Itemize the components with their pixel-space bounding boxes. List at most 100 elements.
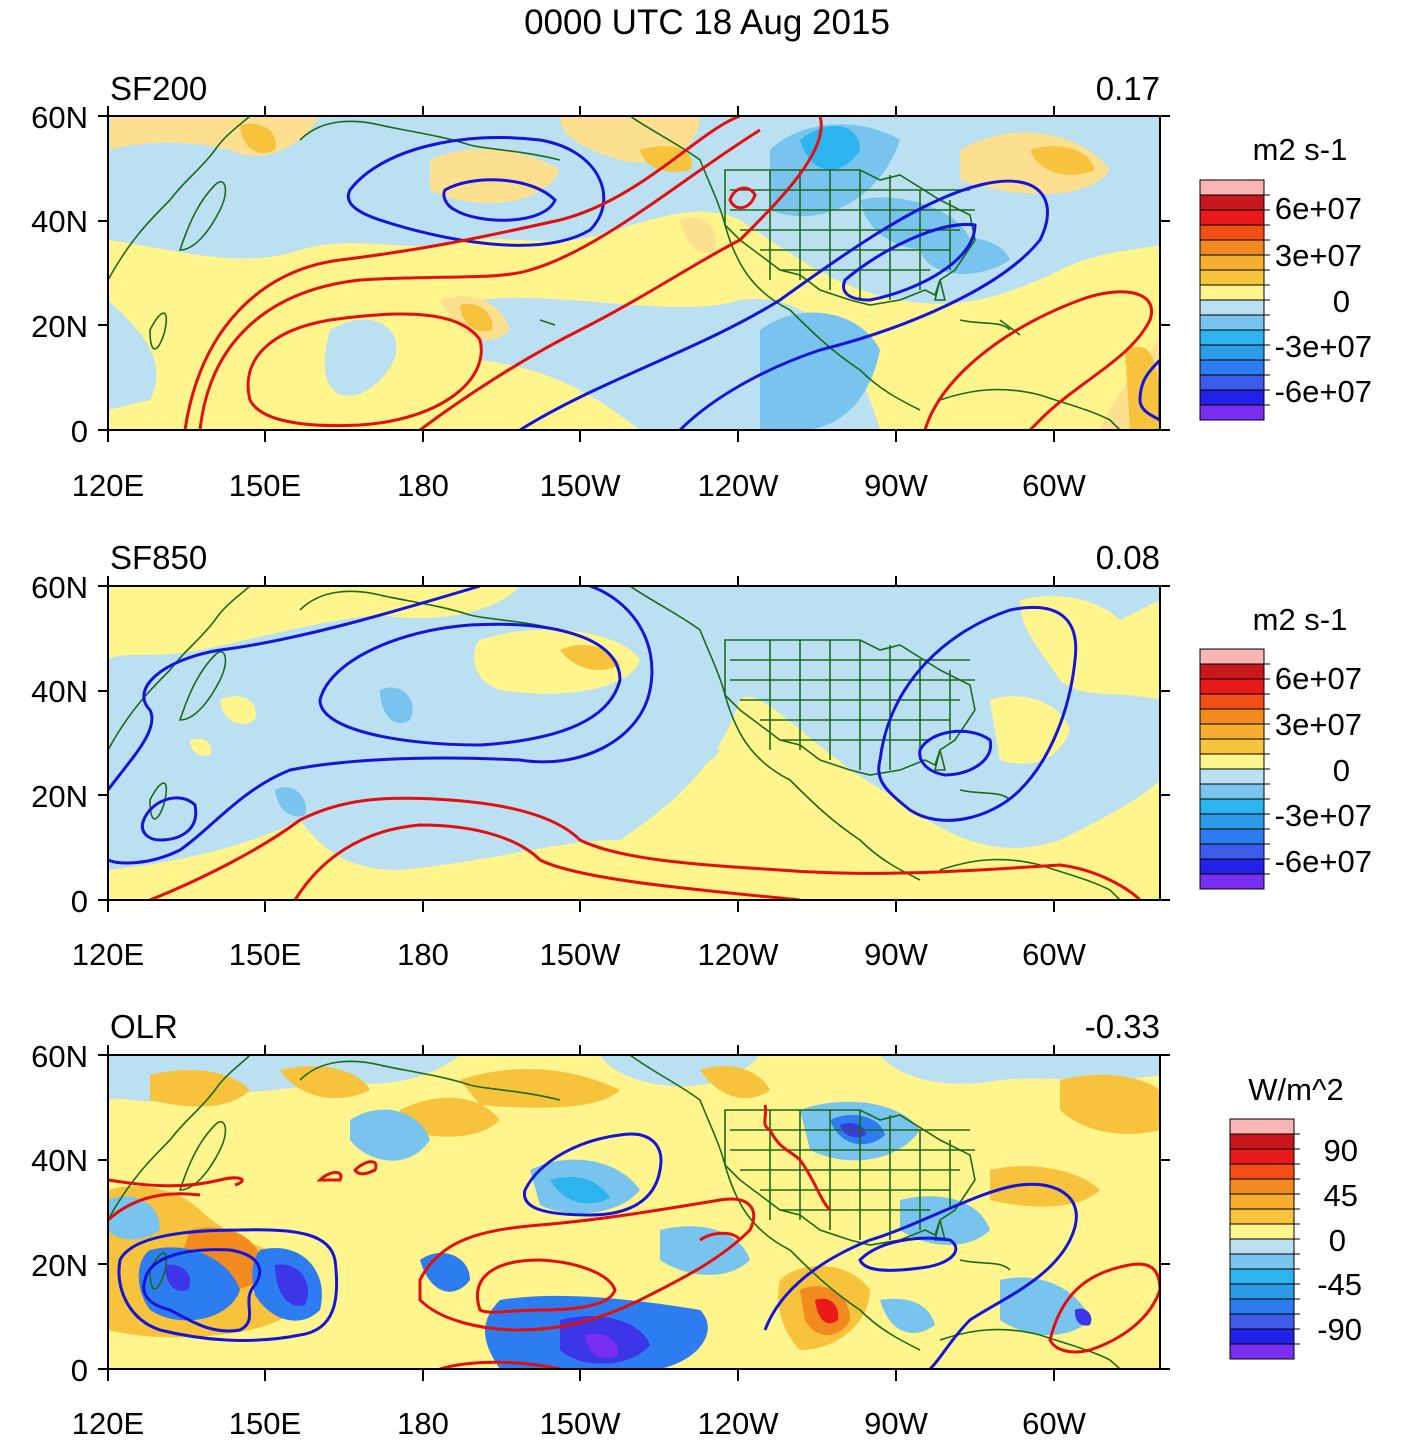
colorbar-swatch <box>1199 299 1265 316</box>
colorbar-swatch <box>1199 753 1265 770</box>
colorbar-swatch <box>1229 1208 1295 1225</box>
colorbar-swatch <box>1199 194 1265 211</box>
y-tick-label: 20N <box>31 309 88 344</box>
colorbar-swatch <box>1199 678 1265 695</box>
x-tick-label: 120E <box>72 937 144 972</box>
colorbar-swatch <box>1199 858 1265 875</box>
panel-correlation: -0.33 <box>1085 1008 1160 1045</box>
colorbar-label: 0 <box>1333 753 1350 788</box>
panel-sf200: SF200 0.17 <box>31 70 1372 503</box>
x-tick-label: 180 <box>397 468 449 503</box>
x-tick-label: 120W <box>698 937 780 972</box>
colorbar-label: -3e+07 <box>1275 329 1372 364</box>
x-tick-label: 120W <box>698 1406 780 1441</box>
panel-olr: OLR -0.33 <box>31 1008 1362 1441</box>
colorbar-swatch <box>1229 1253 1295 1270</box>
y-tick-label: 60N <box>31 100 88 135</box>
x-tick-label: 60W <box>1022 937 1086 972</box>
colorbar-swatch <box>1199 828 1265 845</box>
ticks <box>98 1045 1170 1381</box>
colorbar-swatch <box>1199 239 1265 256</box>
panel-correlation: 0.17 <box>1096 70 1160 107</box>
x-tick-label: 150W <box>540 937 622 972</box>
y-tick-label: 0 <box>71 414 88 449</box>
panel-sf850: SF850 0.08 <box>31 539 1372 972</box>
x-tick-label: 150E <box>229 1406 301 1441</box>
x-tick-labels: 120E 150E 180 150W 120W 90W 60W <box>72 937 1087 972</box>
y-tick-label: 60N <box>31 1039 88 1074</box>
y-tick-label: 20N <box>31 1248 88 1283</box>
colorbar-label: 0 <box>1329 1223 1346 1258</box>
colorbar-label: 90 <box>1324 1133 1358 1168</box>
y-tick-label: 60N <box>31 570 88 605</box>
colorbar-units: m2 s-1 <box>1253 132 1348 167</box>
colorbar-label: -6e+07 <box>1275 844 1372 879</box>
plot-frame <box>107 115 1161 431</box>
colorbar-label: 6e+07 <box>1275 191 1362 226</box>
colorbar-units: W/m^2 <box>1248 1072 1343 1107</box>
panel-correlation: 0.08 <box>1096 539 1160 576</box>
panel-title: SF200 <box>110 70 207 107</box>
colorbar-swatch <box>1229 1118 1295 1135</box>
colorbar-swatch <box>1229 1163 1295 1180</box>
y-tick-labels: 60N 40N 20N 0 <box>31 570 88 919</box>
colorbar-swatch <box>1199 798 1265 815</box>
colorbar-label: 6e+07 <box>1275 661 1362 696</box>
y-tick-labels: 60N 40N 20N 0 <box>31 1039 88 1388</box>
colorbar-swatch <box>1199 359 1265 376</box>
x-tick-label: 90W <box>864 1406 928 1441</box>
panel-title: SF850 <box>110 539 207 576</box>
contour-lines <box>108 586 1142 900</box>
colorbar-swatch <box>1229 1283 1295 1300</box>
colorbar-label: 0 <box>1333 284 1350 319</box>
coastlines <box>108 586 1121 900</box>
colorbar-swatch <box>1199 843 1265 860</box>
plot-frame <box>107 1054 1161 1370</box>
colorbar-label: 3e+07 <box>1275 707 1362 742</box>
x-tick-label: 150E <box>229 468 301 503</box>
colorbar-swatch <box>1229 1193 1295 1210</box>
x-tick-label: 60W <box>1022 1406 1086 1441</box>
x-tick-label: 150E <box>229 937 301 972</box>
colorbar-swatch <box>1199 179 1265 196</box>
colorbar-swatch <box>1229 1148 1295 1165</box>
x-tick-label: 60W <box>1022 468 1086 503</box>
shaded-field <box>108 1055 1160 1369</box>
y-tick-label: 40N <box>31 204 88 239</box>
y-tick-label: 20N <box>31 779 88 814</box>
panel-title: OLR <box>110 1008 178 1045</box>
colorbar-swatch <box>1199 284 1265 301</box>
x-tick-label: 120W <box>698 468 780 503</box>
colorbar-label: -6e+07 <box>1275 374 1372 409</box>
ticks <box>98 106 1170 442</box>
colorbar-swatch <box>1199 329 1265 346</box>
colorbar-swatch <box>1199 389 1265 406</box>
colorbar-units: m2 s-1 <box>1253 602 1348 637</box>
colorbar-swatch <box>1199 723 1265 740</box>
colorbar-swatch <box>1229 1328 1295 1345</box>
colorbar-label: -45 <box>1317 1267 1362 1302</box>
contour-lines <box>183 116 1160 430</box>
colorbar: W/m^2 90 45 0 -45 -90 <box>1229 1072 1362 1360</box>
colorbar-swatch <box>1199 783 1265 800</box>
colorbar-swatch <box>1199 693 1265 710</box>
colorbar-swatch <box>1199 873 1265 890</box>
colorbar-swatch <box>1229 1298 1295 1315</box>
colorbar-swatch <box>1199 344 1265 361</box>
colorbar-swatch <box>1199 768 1265 785</box>
colorbar-swatch <box>1199 404 1265 421</box>
contour-lines <box>108 1104 1160 1369</box>
colorbar-swatch <box>1199 254 1265 271</box>
y-tick-labels: 60N 40N 20N 0 <box>31 100 88 449</box>
colorbar-label: 3e+07 <box>1275 238 1362 273</box>
x-tick-labels: 120E 150E 180 150W 120W 90W 60W <box>72 468 1087 503</box>
y-tick-label: 0 <box>71 884 88 919</box>
colorbar-swatch <box>1199 708 1265 725</box>
colorbar-swatch <box>1199 209 1265 226</box>
colorbar-swatch <box>1229 1223 1295 1240</box>
colorbar-swatch <box>1229 1268 1295 1285</box>
x-tick-label: 90W <box>864 468 928 503</box>
colorbar-swatch <box>1199 374 1265 391</box>
x-tick-label: 120E <box>72 468 144 503</box>
